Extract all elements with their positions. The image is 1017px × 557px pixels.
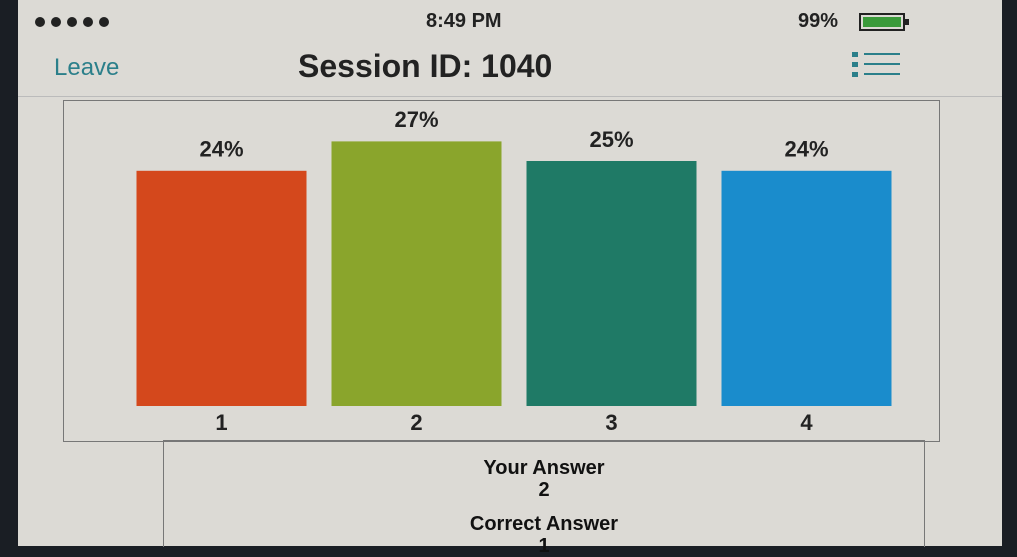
bar: [332, 141, 502, 406]
battery-icon: [858, 0, 918, 40]
category-label: 4: [800, 410, 813, 435]
time: 8:49 PM: [426, 10, 502, 33]
bar: [722, 171, 892, 406]
your-answer-label: Your Answer: [164, 457, 924, 479]
leave-button[interactable]: Leave: [54, 54, 119, 82]
answers-panel: Your Answer 2 Correct Answer 1: [163, 440, 925, 547]
nav-title: Session ID: 1040: [298, 48, 552, 85]
category-label: 3: [605, 410, 617, 435]
status-bar: 8:49 PM 99%: [18, 0, 1002, 40]
bar: [527, 161, 697, 406]
bar: [137, 171, 307, 406]
signal-icon: [32, 0, 162, 40]
value-label: 25%: [589, 127, 633, 152]
bar-chart: 24% 1 27% 2 25% 3 24% 4: [64, 101, 939, 441]
correct-answer: 1: [164, 535, 924, 557]
chart-panel: 24% 1 27% 2 25% 3 24% 4: [63, 100, 940, 442]
your-answer: 2: [164, 479, 924, 501]
correct-answer-label: Correct Answer: [164, 513, 924, 535]
category-label: 2: [410, 410, 422, 435]
value-label: 27%: [394, 107, 438, 132]
category-label: 1: [215, 410, 227, 435]
value-label: 24%: [199, 137, 243, 162]
menu-icon[interactable]: [848, 46, 908, 86]
nav-bar: Leave Session ID: 1040: [18, 40, 1002, 97]
value-label: 24%: [784, 137, 828, 162]
battery-percent: 99%: [798, 10, 838, 33]
page: 8:49 PM 99% Leave Session ID: 1040 24%12…: [0, 0, 1017, 546]
